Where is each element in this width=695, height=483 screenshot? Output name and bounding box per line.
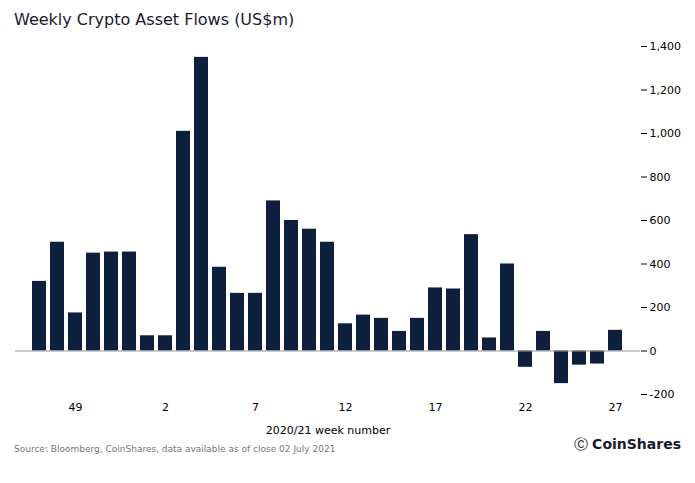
svg-text:2020/21 week number: 2020/21 week number bbox=[266, 424, 391, 437]
svg-text:27: 27 bbox=[609, 401, 623, 414]
html-text:Weekly Crypto Asset Flows (US$: Weekly Crypto Asset Flows (US$m) bbox=[14, 10, 295, 29]
html-text:Ⓒ CoinShares: Ⓒ CoinShares bbox=[574, 436, 681, 452]
svg-text:1,200: 1,200 bbox=[650, 84, 682, 97]
svg-text:12: 12 bbox=[339, 401, 353, 414]
svg-text:600: 600 bbox=[650, 214, 671, 227]
svg-text:400: 400 bbox=[650, 258, 671, 271]
svg-text:22: 22 bbox=[519, 401, 533, 414]
svg-text:0: 0 bbox=[650, 345, 657, 358]
html-text:Source: Bloomberg, CoinShares,: Source: Bloomberg, CoinShares, data avai… bbox=[14, 444, 336, 454]
svg-text:7: 7 bbox=[252, 401, 259, 414]
svg-text:1,000: 1,000 bbox=[650, 127, 682, 140]
svg-text:-200: -200 bbox=[650, 388, 675, 401]
svg-text:200: 200 bbox=[650, 301, 671, 314]
svg-text:17: 17 bbox=[429, 401, 443, 414]
svg-text:800: 800 bbox=[650, 171, 671, 184]
svg-text:49: 49 bbox=[69, 401, 83, 414]
svg-text:2: 2 bbox=[162, 401, 169, 414]
svg-text:1,400: 1,400 bbox=[650, 40, 682, 53]
